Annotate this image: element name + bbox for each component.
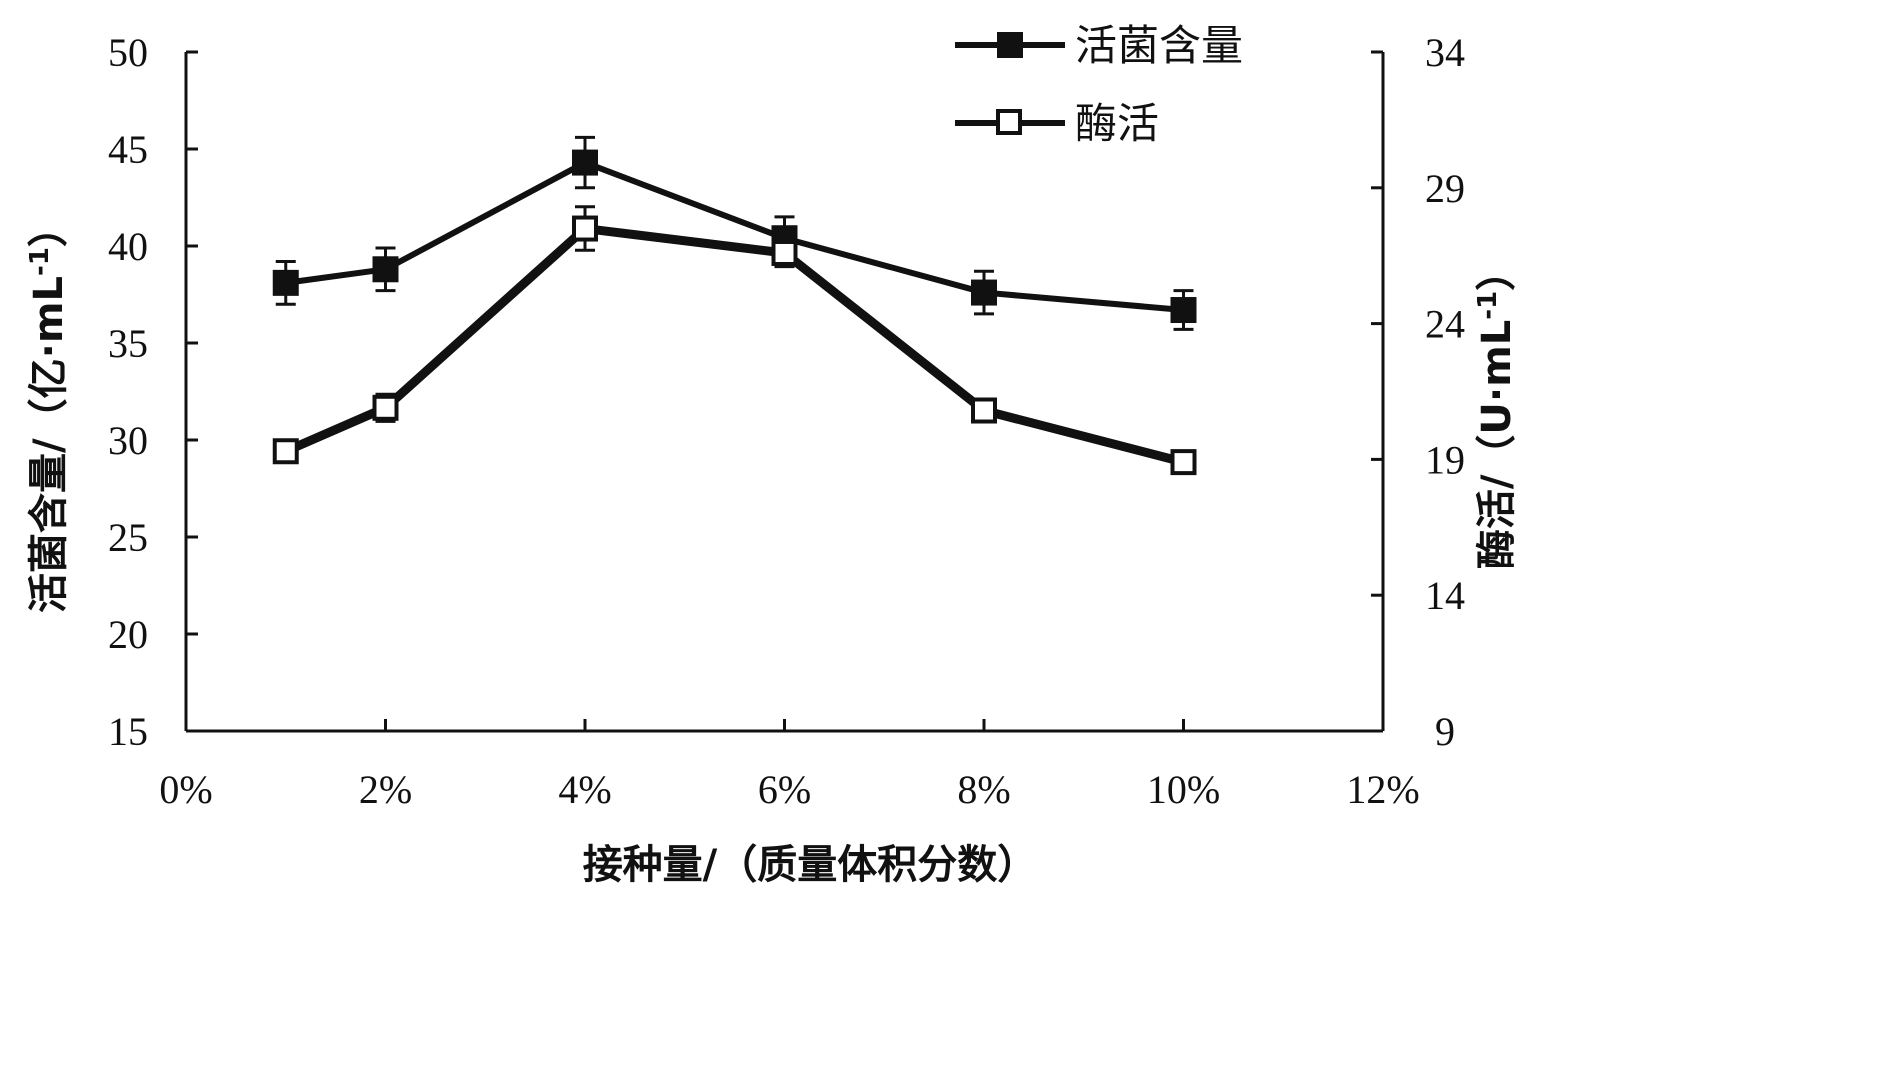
y-right-tick-label: 19	[1425, 437, 1465, 482]
y-left-tick-label: 50	[108, 30, 148, 75]
data-point	[272, 269, 299, 296]
y-left-axis-title-sup: -1	[25, 247, 55, 276]
series-viable-count	[272, 135, 1197, 331]
x-tick-label: 12%	[1346, 767, 1419, 812]
y-right-axis-title-main: 酶活/（U·mL	[1474, 320, 1520, 569]
x-tick-label: 6%	[758, 767, 811, 812]
data-point	[971, 279, 997, 306]
y-right-tick-label: 34	[1425, 30, 1465, 75]
series	[272, 135, 1197, 476]
x-tick-label: 10%	[1147, 767, 1220, 812]
y-right-tick-label: 9	[1435, 709, 1455, 754]
y-right-axis-title: 酶活/（U·mL-1）	[1473, 251, 1520, 569]
y-left-tick-label: 20	[108, 612, 148, 657]
y-right-tick-label: 29	[1425, 166, 1465, 211]
series-line	[285, 159, 1184, 314]
data-point	[971, 397, 997, 424]
x-axis-title: 接种量/（质量体积分数）	[583, 842, 1038, 888]
y-right-tick-label: 14	[1425, 573, 1465, 618]
x-tick-label: 2%	[359, 767, 412, 812]
y-left-tick-label: 25	[108, 515, 148, 560]
data-point	[1170, 449, 1197, 476]
legend-item-viable-count: 活菌含量	[955, 21, 1243, 70]
y-left-tick-label: 15	[108, 709, 148, 754]
legend-item-enzyme-activity: 酶活	[955, 99, 1159, 148]
data-point	[572, 215, 598, 242]
y-left-axis-title-end: ）	[26, 207, 72, 247]
y-right-axis-title-end: ）	[1474, 251, 1520, 291]
x-tick-label: 0%	[159, 767, 212, 812]
data-point	[572, 149, 598, 176]
data-point	[771, 239, 798, 266]
x-tick-label: 4%	[558, 767, 611, 812]
x-tick-label: 8%	[957, 767, 1010, 812]
y-left-axis-title: 活菌含量/（亿·mL-1）	[25, 207, 72, 613]
series-line	[283, 224, 1185, 467]
data-point	[372, 256, 399, 283]
y-left-tick-label: 40	[108, 224, 148, 269]
series-enzyme-activity	[272, 205, 1197, 476]
y-left-tick-label: 30	[108, 418, 148, 463]
y-left-tick-label: 35	[108, 321, 148, 366]
y-right-axis-title-sup: -1	[1473, 291, 1503, 320]
y-left-axis-title-main: 活菌含量/（亿·mL	[26, 276, 72, 613]
legend-marker-enzyme-activity	[996, 109, 1022, 135]
data-point	[1170, 297, 1197, 324]
legend: 活菌含量 酶活	[955, 21, 1243, 148]
chart: 0% 2% 4% 6% 8% 10% 12% 15 20 25 30 35 40 45 50 9 14 19 24 2…	[25, 21, 1520, 888]
legend-label-enzyme-activity: 酶活	[1075, 99, 1159, 148]
y-left-tick-label: 45	[108, 127, 148, 172]
legend-marker-viable-count	[997, 32, 1023, 58]
axes	[184, 52, 1385, 733]
ticks: 0% 2% 4% 6% 8% 10% 12% 15 20 25 30 35 40 45 50 9 14 19 24 2…	[108, 30, 1465, 812]
data-point	[372, 394, 399, 421]
legend-label-viable-count: 活菌含量	[1075, 21, 1243, 70]
y-right-tick-label: 24	[1425, 302, 1465, 347]
data-point	[272, 438, 299, 465]
